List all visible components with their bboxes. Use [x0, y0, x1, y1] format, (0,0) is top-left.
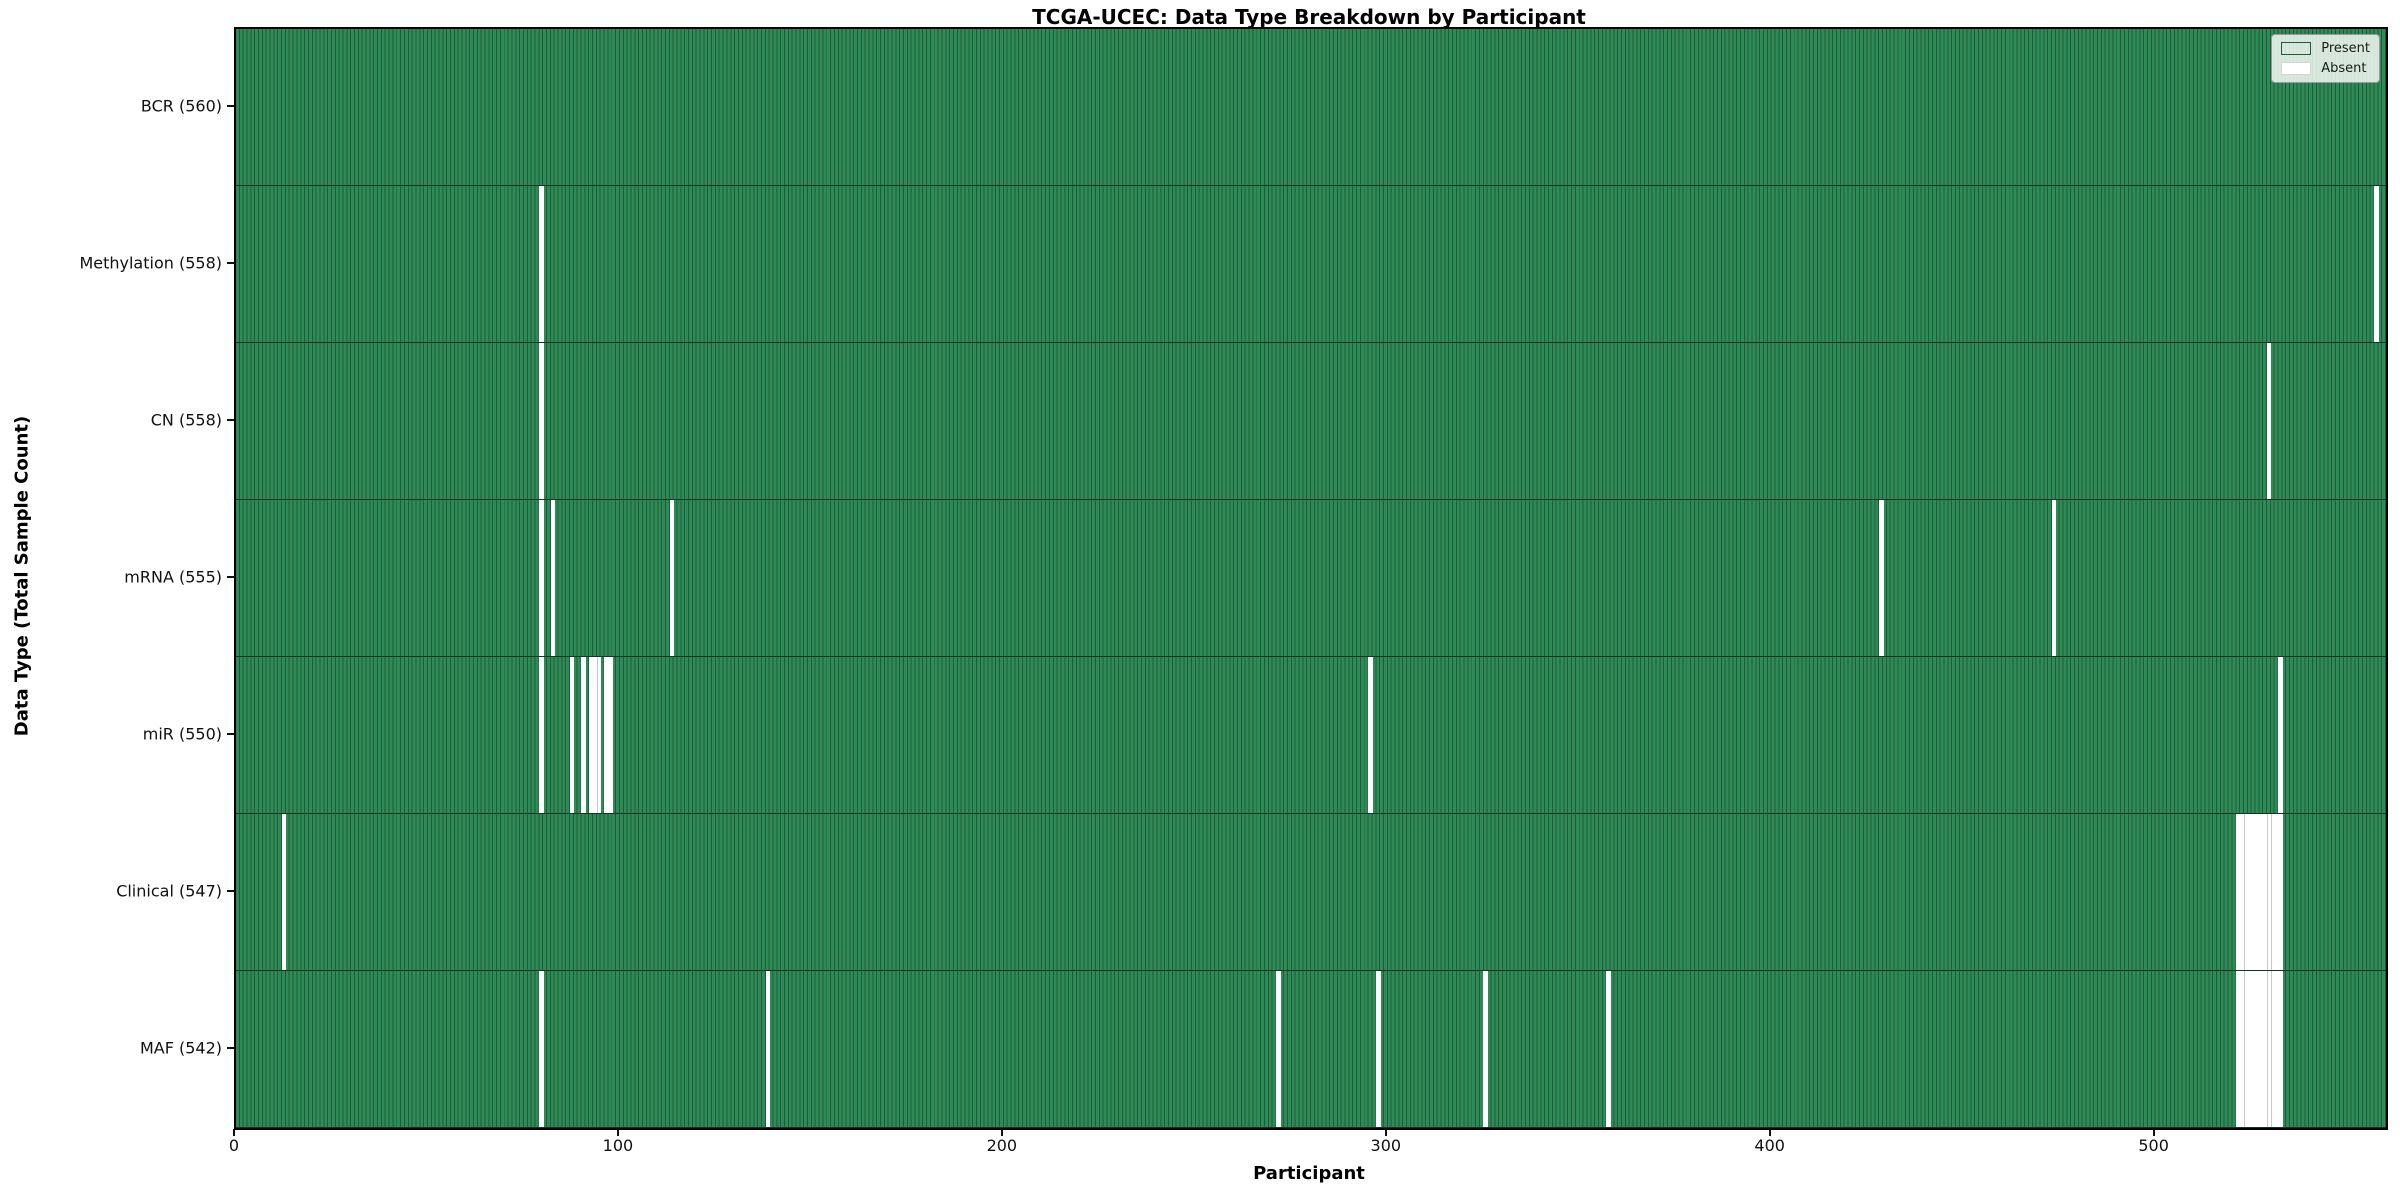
y-axis-label: Data Type (Total Sample Count)	[11, 415, 33, 737]
absent-mark-clinical-521	[2235, 814, 2241, 970]
y-tick-mark-cn	[227, 418, 234, 421]
absent-mark-mir-90	[581, 657, 586, 813]
row-cn	[236, 343, 2386, 500]
absent-mark-mir-295	[1368, 657, 1373, 813]
y-tick-label-maf: MAF (542)	[139, 1038, 222, 1057]
legend-item-present: Present	[2281, 41, 2370, 56]
y-tick-mark-bcr	[227, 104, 234, 107]
absent-mark-mrna-79	[539, 500, 544, 656]
y-tick-label-methylation: Methylation (558)	[79, 253, 222, 272]
absent-mark-mir-532	[2278, 657, 2283, 813]
x-tick-label-400: 400	[1754, 1136, 1785, 1155]
absent-mark-maf-521	[2235, 971, 2241, 1127]
absent-mark-cn-79	[539, 343, 544, 499]
absent-mark-clinical-12	[281, 814, 287, 970]
legend: Present Absent	[2271, 34, 2380, 83]
y-tick-label-clinical: Clinical (547)	[116, 881, 222, 900]
absent-mark-mrna-428	[1878, 500, 1884, 656]
row-bcr	[236, 29, 2386, 186]
y-tick-mark-methylation	[227, 261, 234, 264]
absent-mark-mir-92	[588, 657, 594, 813]
x-tick-label-500: 500	[2138, 1136, 2169, 1155]
y-tick-mark-mrna	[227, 575, 234, 578]
legend-swatch-present-icon	[2281, 42, 2312, 55]
x-tick-mark-300	[1384, 1129, 1387, 1136]
y-tick-label-cn: CN (558)	[150, 410, 222, 429]
absent-mark-methylation-557	[2374, 186, 2379, 342]
absent-mark-mir-79	[539, 657, 544, 813]
absent-mark-methylation-79	[539, 186, 544, 342]
absent-mark-mrna-473	[2051, 500, 2057, 656]
legend-label-present: Present	[2321, 41, 2370, 56]
absent-mark-maf-138	[765, 971, 771, 1127]
chart-title: TCGA-UCEC: Data Type Breakdown by Partic…	[1032, 5, 1586, 29]
legend-swatch-absent-icon	[2281, 62, 2312, 75]
x-tick-label-100: 100	[602, 1136, 634, 1155]
x-tick-mark-0	[233, 1129, 235, 1136]
absent-mark-mir-96	[604, 657, 609, 813]
absent-mark-maf-79	[539, 971, 544, 1127]
absent-mark-mrna-82	[550, 500, 556, 656]
y-tick-label-mrna: mRNA (555)	[124, 567, 222, 586]
x-tick-label-200: 200	[986, 1136, 1018, 1155]
x-axis-label: Participant	[1253, 1163, 1365, 1184]
x-tick-label-0: 0	[228, 1136, 240, 1155]
y-tick-mark-maf	[227, 1046, 234, 1049]
legend-label-absent: Absent	[2321, 61, 2367, 76]
absent-mark-cn-529	[2266, 343, 2272, 499]
plot-area: Present Absent	[234, 27, 2388, 1130]
absent-mark-maf-357	[1606, 971, 1611, 1127]
x-tick-mark-200	[1000, 1129, 1003, 1136]
x-tick-mark-500	[2152, 1129, 2155, 1136]
absent-mark-maf-325	[1483, 971, 1489, 1127]
absent-mark-maf-271	[1276, 971, 1281, 1127]
absent-mark-mir-87	[569, 657, 575, 813]
y-tick-mark-mir	[227, 732, 234, 735]
y-tick-mark-clinical	[227, 889, 234, 892]
row-maf	[236, 971, 2386, 1128]
row-clinical	[236, 814, 2386, 971]
y-tick-label-mir: miR (550)	[142, 724, 222, 743]
x-tick-mark-100	[616, 1129, 619, 1136]
y-tick-label-bcr: BCR (560)	[140, 96, 222, 115]
row-mir	[236, 657, 2386, 814]
row-methylation	[236, 186, 2386, 343]
x-tick-label-300: 300	[1370, 1136, 1402, 1155]
row-mrna	[236, 500, 2386, 657]
absent-mark-maf-297	[1375, 971, 1381, 1127]
legend-item-absent: Absent	[2281, 61, 2370, 76]
absent-mark-mrna-113	[669, 500, 675, 656]
x-tick-mark-400	[1768, 1129, 1771, 1136]
